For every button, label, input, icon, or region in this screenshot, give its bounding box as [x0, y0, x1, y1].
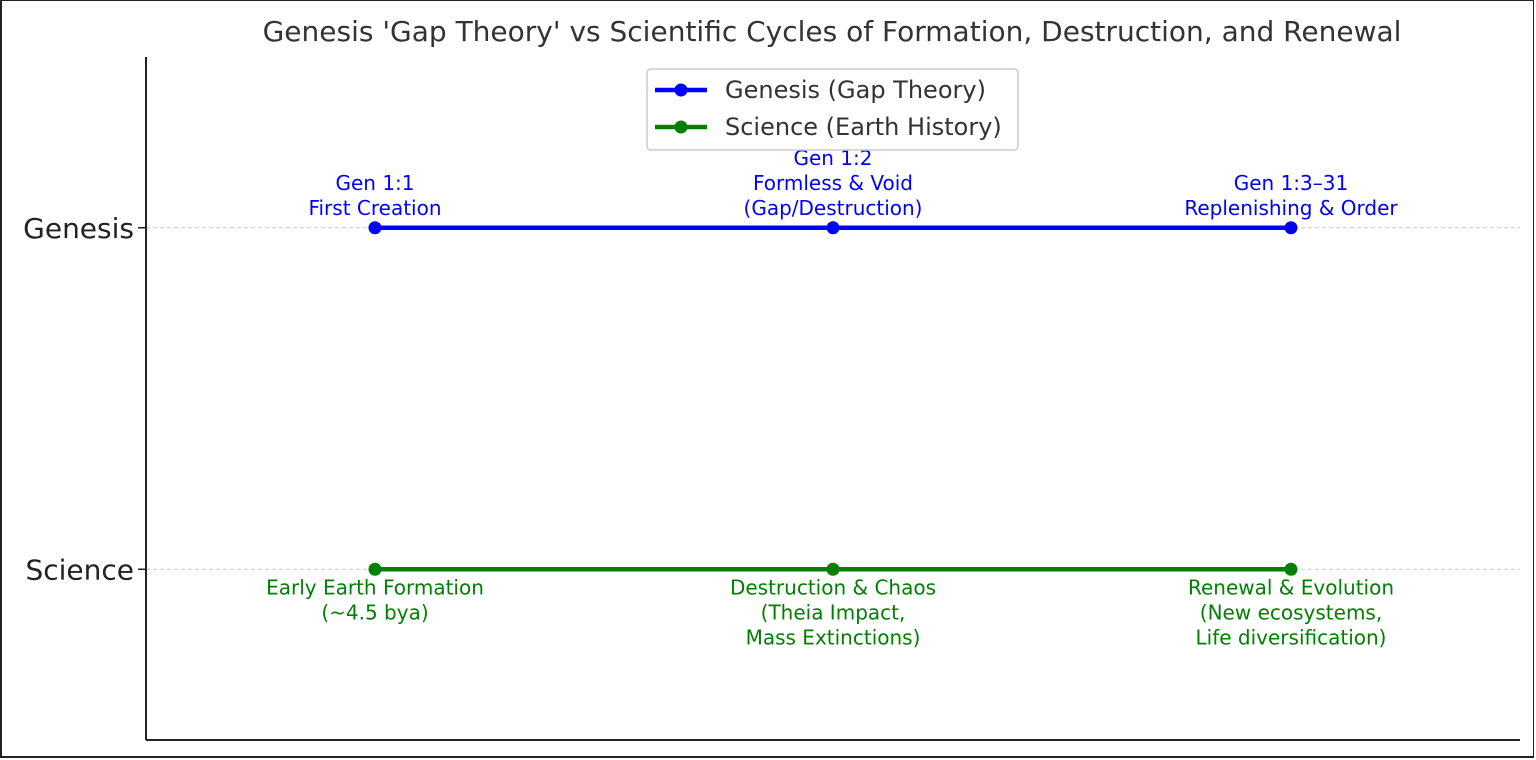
grid-lines [146, 227, 1520, 570]
chart-title: Genesis 'Gap Theory' vs Scientific Cycle… [263, 15, 1402, 48]
axes: Genesis Science [23, 57, 1520, 741]
annotation-0-2: Gen 1:3–31 Replenishing & Order [1184, 171, 1398, 220]
annotation-1-2: Renewal & Evolution (New ecosystems, Life … [1188, 575, 1394, 649]
ytick-label-0: Genesis [23, 212, 134, 245]
legend-label-0: Genesis (Gap Theory) [725, 76, 986, 104]
annotation-0-1: Gen 1:2 Formless & Void (Gap/Destruction) [744, 146, 923, 220]
series-point-0-1 [826, 221, 840, 235]
annotation-0-0: Gen 1:1 First Creation [308, 171, 441, 220]
legend-label-1: Science (Earth History) [725, 113, 1002, 141]
series-point-0-2 [1284, 221, 1298, 235]
annotation-1-0: Early Earth Formation (~4.5 bya) [266, 575, 484, 624]
annotation-1-1: Destruction & Chaos (Theia Impact, Mass Ex… [730, 575, 936, 649]
series-group [368, 221, 1298, 576]
legend-marker-1 [674, 120, 688, 134]
series-point-0-0 [368, 221, 382, 235]
legend-marker-0 [674, 83, 688, 97]
legend-box [646, 68, 1019, 151]
series-point-1-2 [1284, 562, 1298, 576]
legend: Genesis (Gap Theory) Science (Earth Histo… [646, 68, 1019, 151]
ytick-label-1: Science [25, 553, 134, 586]
series-point-1-1 [826, 562, 840, 576]
series-point-1-0 [368, 562, 382, 576]
